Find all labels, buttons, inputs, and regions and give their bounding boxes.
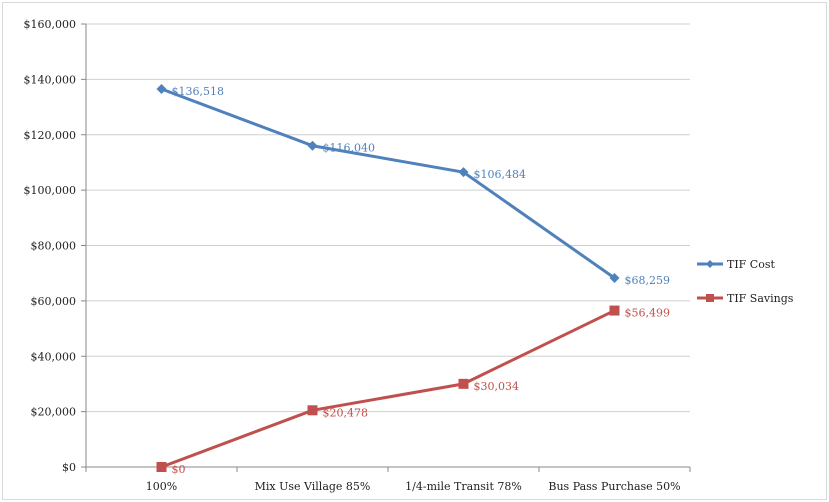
data-point-diamond (609, 273, 620, 284)
legend-label: TIF Savings (727, 292, 794, 305)
series-line-tif-cost (160, 87, 616, 280)
x-tick-label: Bus Pass Purchase 50% (548, 480, 680, 493)
y-tick-label: $20,000 (31, 406, 77, 419)
y-tick-label: $80,000 (31, 240, 77, 253)
y-tick-label: $160,000 (24, 18, 77, 31)
x-tick-label: 100% (146, 480, 177, 493)
data-label: $68,259 (625, 274, 671, 287)
data-label: $30,034 (474, 380, 520, 393)
data-point-square (307, 405, 318, 416)
data-point-diamond (307, 140, 318, 151)
data-label: $116,040 (323, 142, 376, 155)
series-line-tif-savings (160, 309, 616, 469)
data-point-square (156, 462, 167, 472)
data-label: $20,478 (323, 406, 369, 419)
y-tick-label: $60,000 (31, 295, 77, 308)
data-point-square (609, 305, 620, 316)
x-tick-label: Mix Use Village 85% (255, 480, 371, 493)
legend-label: TIF Cost (727, 258, 775, 271)
y-tick-label: $140,000 (24, 73, 77, 86)
y-tick-label: $120,000 (24, 129, 77, 142)
data-label: $56,499 (625, 307, 671, 320)
y-tick-label: $0 (62, 461, 76, 474)
data-label: $0 (172, 463, 186, 476)
legend-marker (706, 260, 714, 268)
data-point-square (458, 378, 469, 389)
data-label: $136,518 (172, 85, 225, 98)
x-tick-label: 1/4-mile Transit 78% (405, 480, 522, 493)
data-point-diamond (156, 84, 167, 95)
data-point-diamond (458, 167, 469, 178)
data-label: $106,484 (474, 168, 527, 181)
y-tick-label: $40,000 (31, 350, 77, 363)
y-tick-label: $100,000 (24, 184, 77, 197)
legend-marker (706, 294, 714, 302)
